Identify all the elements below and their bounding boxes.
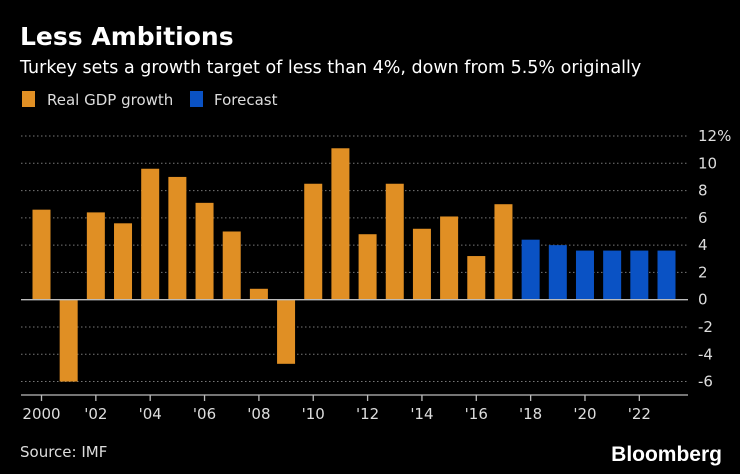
y-tick-label: -4	[698, 345, 713, 363]
bar-2007	[222, 231, 241, 300]
y-tick-label: 12%	[698, 127, 731, 145]
x-tick-label: '16	[465, 405, 488, 423]
x-tick-label: '08	[247, 405, 270, 423]
gridlines	[21, 135, 688, 383]
bar-2009	[277, 299, 296, 364]
legend-label-forecast: Forecast	[214, 91, 278, 109]
bar-2019	[548, 245, 567, 300]
bar-2015	[440, 216, 459, 300]
bar-2021	[603, 250, 622, 300]
bar-2023	[657, 250, 676, 300]
chart-title: Less Ambitions	[20, 22, 234, 51]
x-tick-label: '10	[302, 405, 325, 423]
bar-2022	[630, 250, 649, 300]
bar-2008	[249, 288, 268, 300]
bar-2012	[358, 234, 377, 300]
source-note: Source: IMF	[20, 443, 107, 461]
bar-2017	[494, 204, 513, 300]
x-tick-label: 2000	[22, 405, 60, 423]
bar-2003	[114, 223, 133, 300]
y-tick-label: 0	[698, 291, 708, 309]
bar-2011	[331, 148, 350, 300]
bar-2002	[86, 212, 105, 300]
x-tick-label: '22	[628, 405, 651, 423]
bar-2020	[575, 250, 594, 300]
y-tick-label: 8	[698, 182, 708, 200]
bloomberg-logo: Bloomberg	[611, 443, 722, 466]
bar-2018	[521, 239, 540, 300]
x-tick-label: '04	[139, 405, 162, 423]
legend-label-real-gdp: Real GDP growth	[47, 91, 173, 109]
x-tick-label: '02	[84, 405, 107, 423]
y-axis: 12% 10 8 6 4 2 0 -2 -4 -6	[698, 127, 731, 391]
x-axis: 2000 '02 '04 '06 '08 '10 '12 '14 '16 '18 '20 '22	[21, 394, 688, 423]
chart-subtitle: Turkey sets a growth target of less than…	[19, 58, 641, 78]
bar-2005	[168, 176, 187, 300]
y-tick-label: -2	[698, 318, 713, 336]
bar-2004	[141, 168, 160, 300]
bar-2000	[32, 209, 51, 300]
x-tick-label: '18	[519, 405, 542, 423]
y-tick-label: 2	[698, 263, 708, 281]
bar-2001	[59, 299, 78, 382]
bar-2016	[467, 256, 486, 300]
bar-2013	[385, 183, 404, 300]
y-tick-label: 10	[698, 154, 717, 172]
bar-2014	[412, 228, 431, 300]
y-tick-label: 6	[698, 209, 708, 227]
x-tick-label: '14	[410, 405, 433, 423]
x-tick-label: '20	[573, 405, 596, 423]
legend-swatch-real-gdp	[22, 91, 35, 107]
x-tick-label: '12	[356, 405, 379, 423]
y-tick-label: -6	[698, 373, 713, 391]
legend-swatch-forecast	[190, 91, 203, 107]
y-tick-label: 4	[698, 236, 708, 254]
bars	[21, 148, 688, 382]
bar-2006	[195, 202, 214, 300]
legend: Real GDP growth Forecast	[22, 91, 278, 109]
bar-2010	[304, 183, 323, 300]
x-tick-label: '06	[193, 405, 216, 423]
